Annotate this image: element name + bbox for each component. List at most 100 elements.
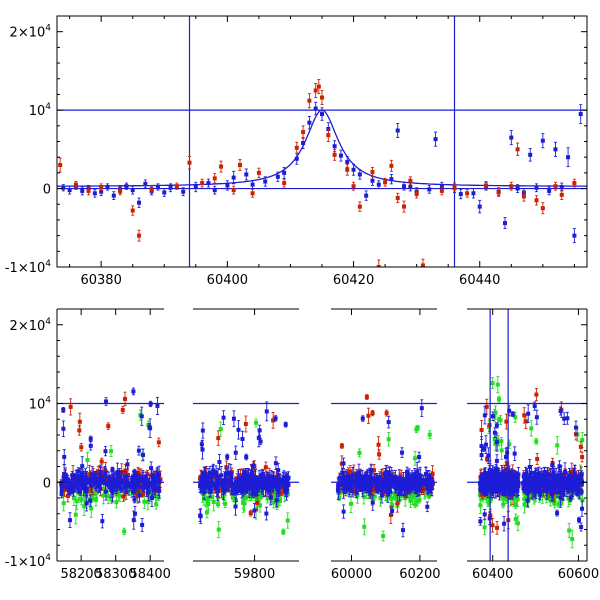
data-point	[326, 133, 331, 138]
data-point	[282, 181, 287, 186]
data-point	[106, 424, 111, 429]
data-point	[206, 181, 211, 186]
data-point	[115, 484, 120, 489]
data-point	[439, 184, 444, 189]
data-point	[361, 494, 366, 499]
data-point	[266, 489, 271, 494]
data-point	[285, 482, 290, 487]
data-point	[149, 495, 154, 500]
data-point	[212, 176, 217, 181]
data-point	[264, 511, 269, 516]
data-point	[395, 486, 400, 491]
data-point	[249, 471, 254, 476]
data-point	[256, 170, 261, 175]
data-point	[63, 484, 68, 489]
data-point	[256, 435, 261, 440]
data-point	[206, 475, 211, 480]
data-point	[73, 182, 78, 187]
data-point	[275, 174, 280, 179]
data-point	[553, 147, 558, 152]
y-tick-label: 2×104	[10, 24, 52, 41]
data-point	[92, 191, 97, 196]
data-point	[199, 476, 204, 481]
data-point	[271, 478, 276, 483]
data-point	[79, 445, 84, 450]
data-point	[99, 184, 104, 189]
x-tick-label: 60380	[80, 273, 121, 288]
data-point	[413, 456, 418, 461]
data-point	[273, 495, 278, 500]
data-point	[313, 106, 318, 111]
data-point	[83, 491, 88, 496]
data-point	[114, 500, 119, 505]
data-point	[130, 476, 135, 481]
data-point	[58, 163, 63, 168]
data-point	[421, 488, 426, 493]
data-point	[389, 177, 394, 182]
data-point	[236, 488, 241, 493]
data-point	[210, 472, 215, 477]
data-point	[381, 534, 386, 539]
data-point	[140, 522, 145, 527]
data-point	[98, 470, 103, 475]
data-point	[265, 474, 270, 479]
data-point	[395, 501, 400, 506]
data-point	[106, 494, 111, 499]
data-point	[258, 503, 263, 508]
data-point	[547, 188, 552, 193]
data-point	[223, 482, 228, 487]
data-point	[553, 184, 558, 189]
bottom-segment-plot-area	[57, 387, 164, 536]
data-point	[402, 184, 407, 189]
data-point	[140, 452, 145, 457]
data-point	[254, 420, 259, 425]
data-point	[187, 160, 192, 165]
data-point	[221, 488, 226, 493]
data-point	[218, 427, 223, 432]
data-point	[238, 473, 243, 478]
data-point	[286, 475, 291, 480]
data-point	[241, 474, 246, 479]
data-point	[271, 500, 276, 505]
data-point	[251, 476, 256, 481]
data-point	[144, 485, 149, 490]
data-point	[395, 128, 400, 133]
data-point	[364, 489, 369, 494]
data-point	[223, 501, 228, 506]
data-point	[231, 486, 236, 491]
data-point	[332, 144, 337, 149]
data-point	[515, 186, 520, 191]
data-point	[73, 512, 78, 517]
data-point	[257, 428, 262, 433]
x-tick-label: 60400	[207, 273, 248, 288]
data-point	[84, 486, 89, 491]
data-point	[392, 495, 397, 500]
data-point	[379, 493, 384, 498]
data-point	[117, 493, 122, 498]
data-point	[211, 499, 216, 504]
data-point	[294, 145, 299, 150]
data-point	[62, 472, 67, 477]
data-point	[130, 188, 135, 193]
data-point	[122, 474, 127, 479]
data-point	[85, 458, 90, 463]
data-point	[420, 263, 425, 267]
data-point	[281, 481, 286, 486]
data-point	[68, 518, 73, 523]
data-point	[208, 489, 213, 494]
data-point	[377, 475, 382, 480]
data-point	[243, 495, 248, 500]
data-point	[81, 476, 86, 481]
data-point	[364, 395, 369, 400]
data-point	[241, 501, 246, 506]
data-point	[252, 508, 257, 513]
data-point	[124, 184, 129, 189]
data-point	[243, 421, 248, 426]
data-point	[76, 486, 81, 491]
data-point	[357, 172, 362, 177]
data-point	[274, 485, 279, 490]
data-point	[400, 450, 405, 455]
data-point	[278, 491, 283, 496]
x-tick-label: 60420	[333, 273, 374, 288]
data-point	[59, 491, 64, 496]
